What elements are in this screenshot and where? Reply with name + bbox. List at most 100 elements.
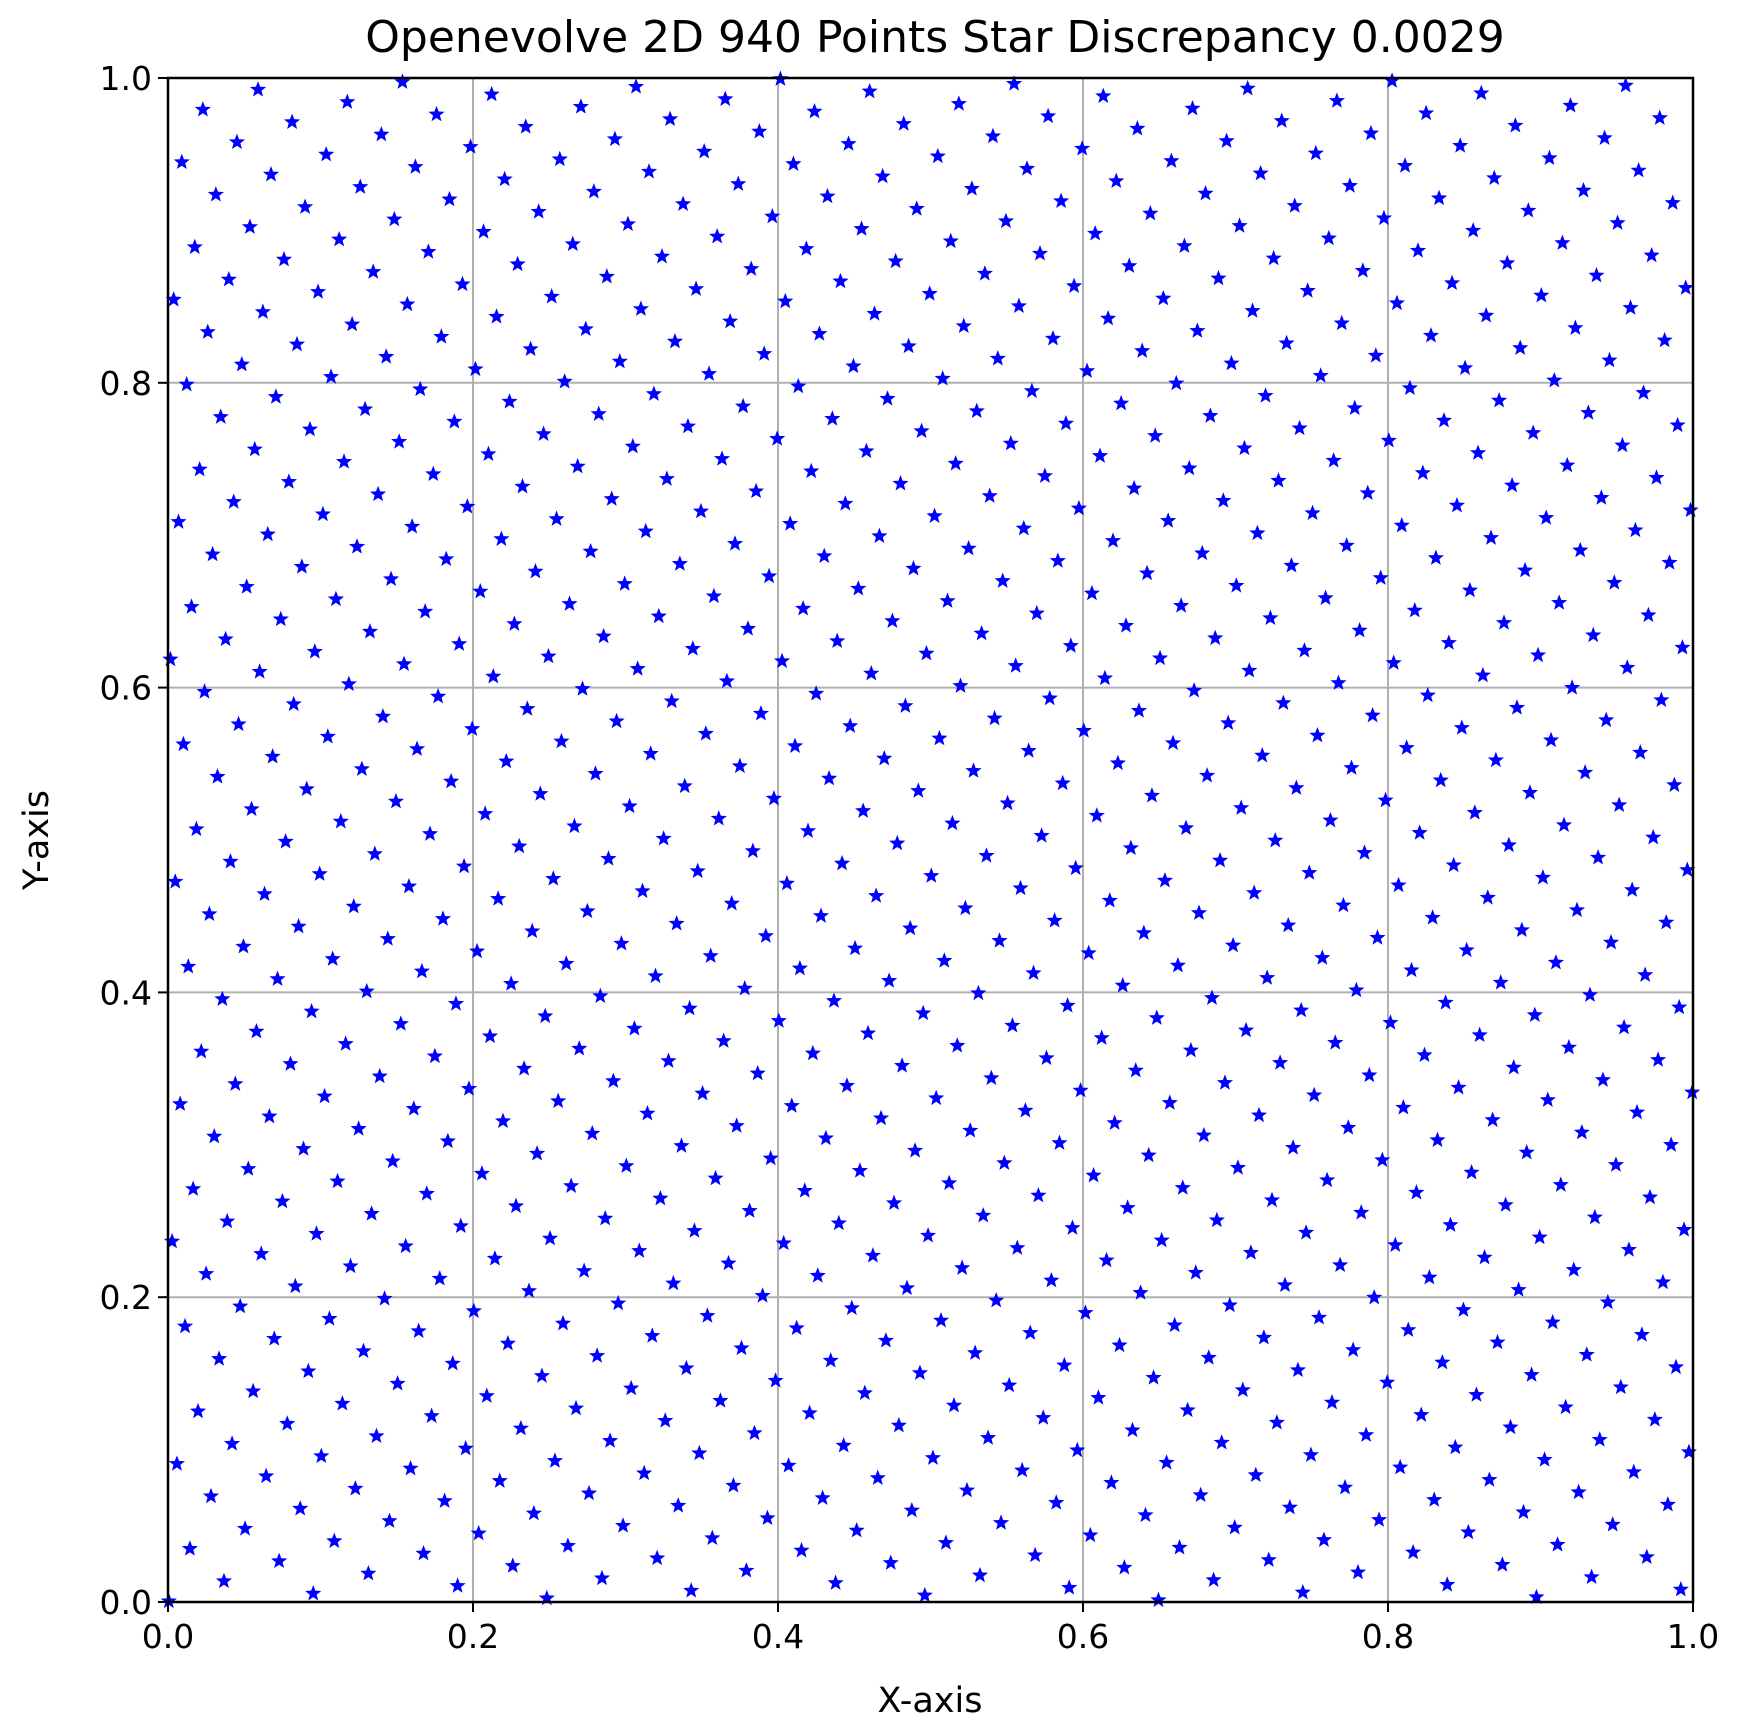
data-point	[308, 1225, 325, 1241]
data-point	[266, 1330, 283, 1346]
data-point	[1463, 1164, 1480, 1180]
data-point	[1552, 1176, 1569, 1192]
data-point	[967, 1344, 984, 1360]
data-point	[496, 170, 513, 187]
data-point	[681, 1000, 698, 1016]
data-point	[517, 118, 534, 134]
data-point	[962, 1122, 979, 1138]
data-point	[1035, 1409, 1052, 1425]
data-point	[1325, 452, 1342, 468]
data-point	[256, 885, 273, 901]
data-point	[165, 291, 182, 307]
data-point	[835, 1437, 852, 1453]
data-point	[370, 485, 387, 502]
data-point	[587, 765, 604, 781]
plot-frame	[166, 76, 1695, 1604]
data-point	[493, 530, 510, 546]
data-point	[765, 790, 783, 806]
data-point	[928, 1089, 945, 1106]
data-point	[1070, 499, 1088, 516]
data-point	[1577, 764, 1594, 780]
data-point	[219, 1212, 236, 1229]
data-point	[1263, 1191, 1281, 1208]
data-point	[908, 200, 925, 216]
data-point	[900, 337, 917, 354]
data-point	[809, 1267, 826, 1283]
data-point	[248, 1023, 265, 1039]
data-point	[1619, 659, 1636, 675]
data-point	[199, 323, 216, 339]
data-point	[1213, 1434, 1230, 1450]
data-point	[1632, 744, 1649, 760]
data-point	[1010, 297, 1027, 314]
data-point	[670, 1497, 687, 1513]
data-point	[1132, 1284, 1149, 1300]
data-point	[1539, 1091, 1556, 1107]
data-point	[319, 728, 336, 744]
data-point	[331, 230, 348, 247]
data-point	[1612, 1378, 1629, 1395]
data-point	[1500, 836, 1517, 853]
data-point	[1312, 367, 1329, 383]
data-point	[1332, 1256, 1349, 1273]
data-point	[593, 1569, 611, 1586]
data-point	[748, 482, 765, 499]
data-point	[543, 288, 560, 304]
data-point	[1322, 811, 1339, 828]
data-point	[597, 1210, 614, 1226]
data-point	[261, 1107, 278, 1124]
data-point	[1260, 1551, 1277, 1567]
data-point	[1445, 856, 1462, 873]
data-point	[683, 1582, 700, 1598]
data-point	[567, 1399, 585, 1416]
data-point	[1633, 1326, 1650, 1342]
data-point	[228, 133, 246, 149]
data-point	[201, 905, 218, 922]
data-point	[1280, 916, 1297, 933]
data-point	[532, 785, 549, 801]
data-point	[626, 1020, 643, 1036]
data-point	[538, 1589, 555, 1606]
data-point	[191, 460, 208, 477]
data-point	[1054, 774, 1071, 791]
data-point	[1440, 634, 1457, 650]
data-point	[1049, 552, 1066, 568]
data-point	[1508, 699, 1526, 715]
data-point	[225, 493, 242, 509]
data-point	[1038, 1049, 1055, 1065]
data-point	[1041, 689, 1058, 706]
data-point	[611, 353, 628, 369]
data-point	[1103, 1474, 1120, 1490]
data-point	[305, 1585, 322, 1601]
data-point	[344, 315, 361, 332]
data-point	[318, 146, 335, 162]
data-point	[824, 410, 841, 426]
data-point	[1546, 371, 1563, 388]
data-point	[1015, 519, 1032, 536]
data-point	[793, 1542, 810, 1558]
data-point	[1353, 1204, 1370, 1220]
data-point	[467, 360, 484, 377]
data-point	[449, 1577, 466, 1593]
data-point	[415, 1544, 432, 1561]
data-point	[812, 907, 830, 923]
data-point	[1195, 1126, 1212, 1143]
y-tick-label: 0.6	[100, 669, 152, 708]
data-point	[1676, 1221, 1693, 1237]
data-point	[1181, 459, 1198, 476]
grid-lines	[167, 77, 1694, 1603]
data-point	[1651, 109, 1668, 125]
data-point	[1594, 1071, 1612, 1087]
data-point	[1406, 601, 1423, 618]
data-point	[1228, 577, 1245, 593]
x-axis-label: X-axis	[878, 1681, 983, 1721]
data-point	[360, 1565, 377, 1581]
data-point	[589, 1347, 606, 1363]
data-point	[919, 1227, 937, 1243]
data-point	[1189, 322, 1206, 338]
data-point	[230, 715, 247, 732]
data-point	[1411, 824, 1428, 840]
data-point	[439, 1132, 456, 1149]
data-point	[821, 770, 838, 786]
data-point	[658, 470, 675, 486]
